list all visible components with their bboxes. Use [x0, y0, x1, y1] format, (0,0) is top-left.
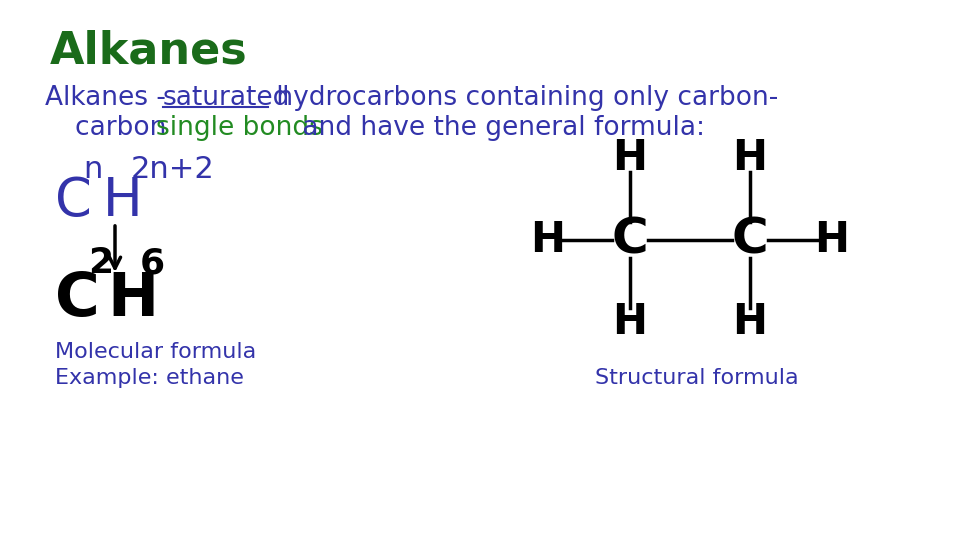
- Text: 2: 2: [88, 246, 113, 280]
- Text: Example: ethane: Example: ethane: [55, 368, 244, 388]
- Text: Structural formula: Structural formula: [595, 368, 799, 388]
- Text: H: H: [814, 219, 850, 261]
- Text: H: H: [612, 301, 647, 343]
- Text: 6: 6: [140, 246, 165, 280]
- Text: H: H: [531, 219, 565, 261]
- Text: hydrocarbons containing only carbon-: hydrocarbons containing only carbon-: [268, 85, 779, 111]
- Text: and have the general formula:: and have the general formula:: [294, 115, 705, 141]
- Text: H: H: [732, 301, 767, 343]
- Text: C: C: [612, 216, 648, 264]
- Text: C: C: [55, 175, 92, 227]
- Text: Molecular formula: Molecular formula: [55, 342, 256, 362]
- Text: Alkanes: Alkanes: [50, 30, 248, 73]
- Text: Alkanes -: Alkanes -: [45, 85, 175, 111]
- Text: C: C: [732, 216, 768, 264]
- Text: H: H: [612, 137, 647, 179]
- Text: H: H: [732, 137, 767, 179]
- Text: 2n+2: 2n+2: [131, 155, 215, 184]
- Text: n: n: [83, 155, 103, 184]
- Text: saturated: saturated: [163, 85, 290, 111]
- Text: C: C: [55, 270, 100, 329]
- Text: single bonds: single bonds: [156, 115, 323, 141]
- Text: H: H: [103, 175, 143, 227]
- Text: carbon: carbon: [75, 115, 175, 141]
- Text: H: H: [107, 270, 158, 329]
